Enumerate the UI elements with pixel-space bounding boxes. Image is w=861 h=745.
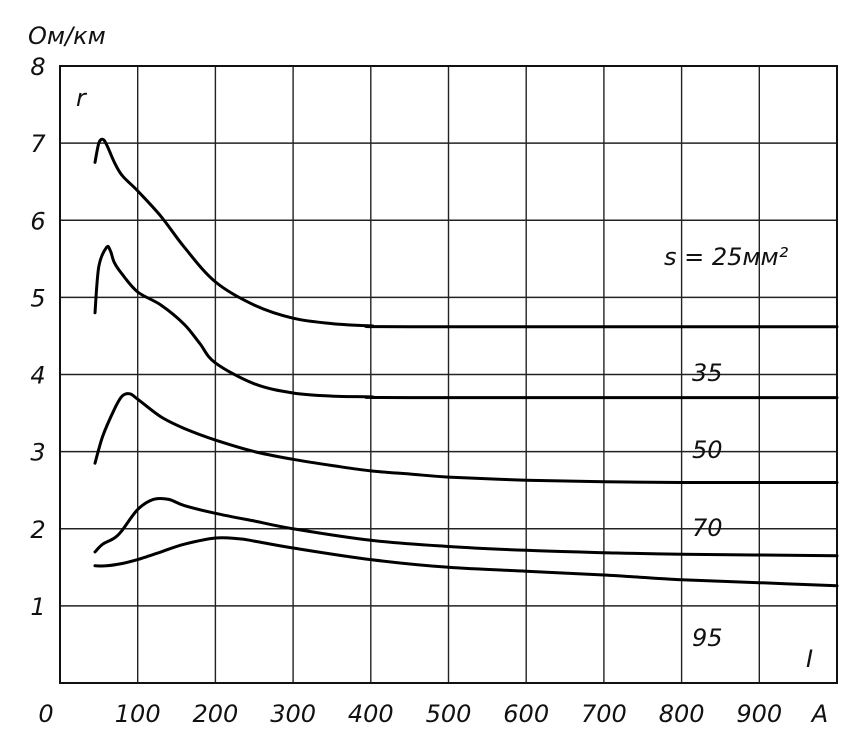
series-line-1 <box>93 244 839 400</box>
x-tick-label: 900 <box>736 700 782 728</box>
y-axis-unit-label: Ом/км <box>28 22 106 50</box>
series-line-3 <box>93 496 839 558</box>
series-line-2 <box>93 392 839 485</box>
series-label-95: 95 <box>692 624 723 652</box>
x-tick-label: 800 <box>659 700 705 728</box>
y-tick-label: 2 <box>30 516 45 544</box>
grid <box>60 66 837 683</box>
y-tick-label: 1 <box>30 593 45 621</box>
x-axis-symbol-label: I <box>806 645 813 673</box>
x-tick-label: 300 <box>270 700 316 728</box>
y-tick-label: 6 <box>30 207 45 235</box>
curves <box>93 137 839 588</box>
y-tick-label: 8 <box>30 53 45 81</box>
series-label-25: s = 25мм² <box>664 243 789 271</box>
y-tick-label: 5 <box>30 284 45 312</box>
y-tick-label: 4 <box>30 362 45 390</box>
x-axis-unit-label: A <box>810 700 828 728</box>
x-tick-label: 200 <box>192 700 238 728</box>
series-label-50: 50 <box>692 436 723 464</box>
x-tick-label: 0 <box>38 700 53 728</box>
tick-labels: 0 100 200 300 400 500 600 700 800 900 A 1 2 3 4 5 6 7 8 <box>30 53 828 728</box>
x-tick-label: 400 <box>348 700 394 728</box>
x-tick-label: 500 <box>426 700 472 728</box>
y-tick-label: 3 <box>30 439 45 467</box>
series-label-70: 70 <box>692 514 723 542</box>
series-label-35: 35 <box>692 359 723 387</box>
y-axis-symbol-label: r <box>76 84 88 112</box>
x-tick-label: 700 <box>581 700 627 728</box>
y-tick-label: 7 <box>30 130 46 158</box>
series-line-0 <box>93 137 839 329</box>
plot-frame <box>59 65 838 684</box>
x-tick-label: 100 <box>115 700 161 728</box>
series-line-4 <box>93 536 839 588</box>
x-tick-label: 600 <box>503 700 549 728</box>
